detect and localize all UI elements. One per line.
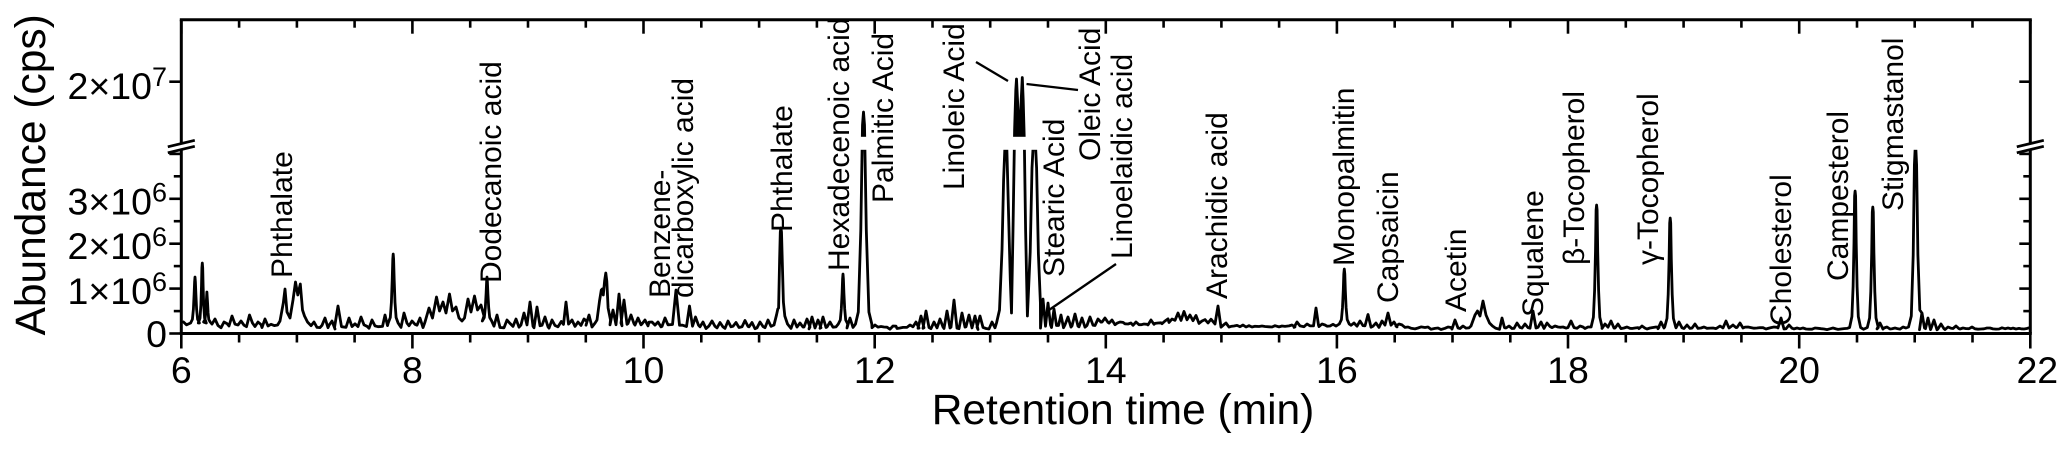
svg-text:Phthalate: Phthalate	[766, 105, 799, 232]
svg-text:0: 0	[146, 313, 167, 355]
svg-text:Arachidic acid: Arachidic acid	[1201, 112, 1234, 299]
svg-text:18: 18	[1547, 349, 1589, 391]
svg-text:20: 20	[1778, 349, 1820, 391]
svg-text:Dodecanoic acid: Dodecanoic acid	[475, 61, 508, 283]
svg-text:8: 8	[402, 349, 423, 391]
svg-text:2×106: 2×106	[68, 222, 168, 267]
svg-text:Capsaicin: Capsaicin	[1372, 171, 1405, 303]
svg-text:Monopalmitin: Monopalmitin	[1328, 88, 1361, 266]
svg-text:Retention time (min): Retention time (min)	[932, 387, 1315, 434]
svg-text:γ-Tocopherol: γ-Tocopherol	[1632, 93, 1665, 265]
svg-text:Linoelaidic acid: Linoelaidic acid	[1106, 54, 1139, 259]
svg-text:6: 6	[171, 349, 192, 391]
svg-text:22: 22	[2016, 349, 2058, 391]
svg-text:Stearic Acid: Stearic Acid	[1038, 119, 1071, 277]
svg-text:Acetin: Acetin	[1440, 229, 1473, 312]
svg-text:10: 10	[623, 349, 665, 391]
svg-text:16: 16	[1316, 349, 1358, 391]
svg-text:Stigmastanol: Stigmastanol	[1877, 38, 1910, 211]
svg-text:14: 14	[1085, 349, 1127, 391]
svg-text:β-Tocopherol: β-Tocopherol	[1558, 91, 1591, 265]
svg-text:Hexadecenoic acid: Hexadecenoic acid	[823, 18, 856, 272]
svg-text:dicarboxylic acid: dicarboxylic acid	[667, 78, 700, 298]
svg-text:1×106: 1×106	[68, 267, 168, 312]
svg-text:Phthalate: Phthalate	[266, 151, 299, 278]
svg-text:Abundance (cps): Abundance (cps)	[8, 14, 55, 335]
svg-text:12: 12	[854, 349, 896, 391]
svg-text:Palmitic Acid: Palmitic Acid	[867, 33, 900, 203]
svg-text:Cholesterol: Cholesterol	[1765, 174, 1798, 326]
svg-text:Campesterol: Campesterol	[1822, 111, 1855, 281]
svg-text:3×106: 3×106	[68, 177, 168, 222]
svg-text:2×107: 2×107	[68, 62, 168, 107]
svg-text:Linoleic Acid: Linoleic Acid	[938, 23, 971, 190]
svg-text:Benzene-: Benzene-	[644, 170, 677, 298]
svg-text:Oleic Acid: Oleic Acid	[1074, 28, 1107, 161]
svg-text:Squalene: Squalene	[1517, 190, 1550, 317]
